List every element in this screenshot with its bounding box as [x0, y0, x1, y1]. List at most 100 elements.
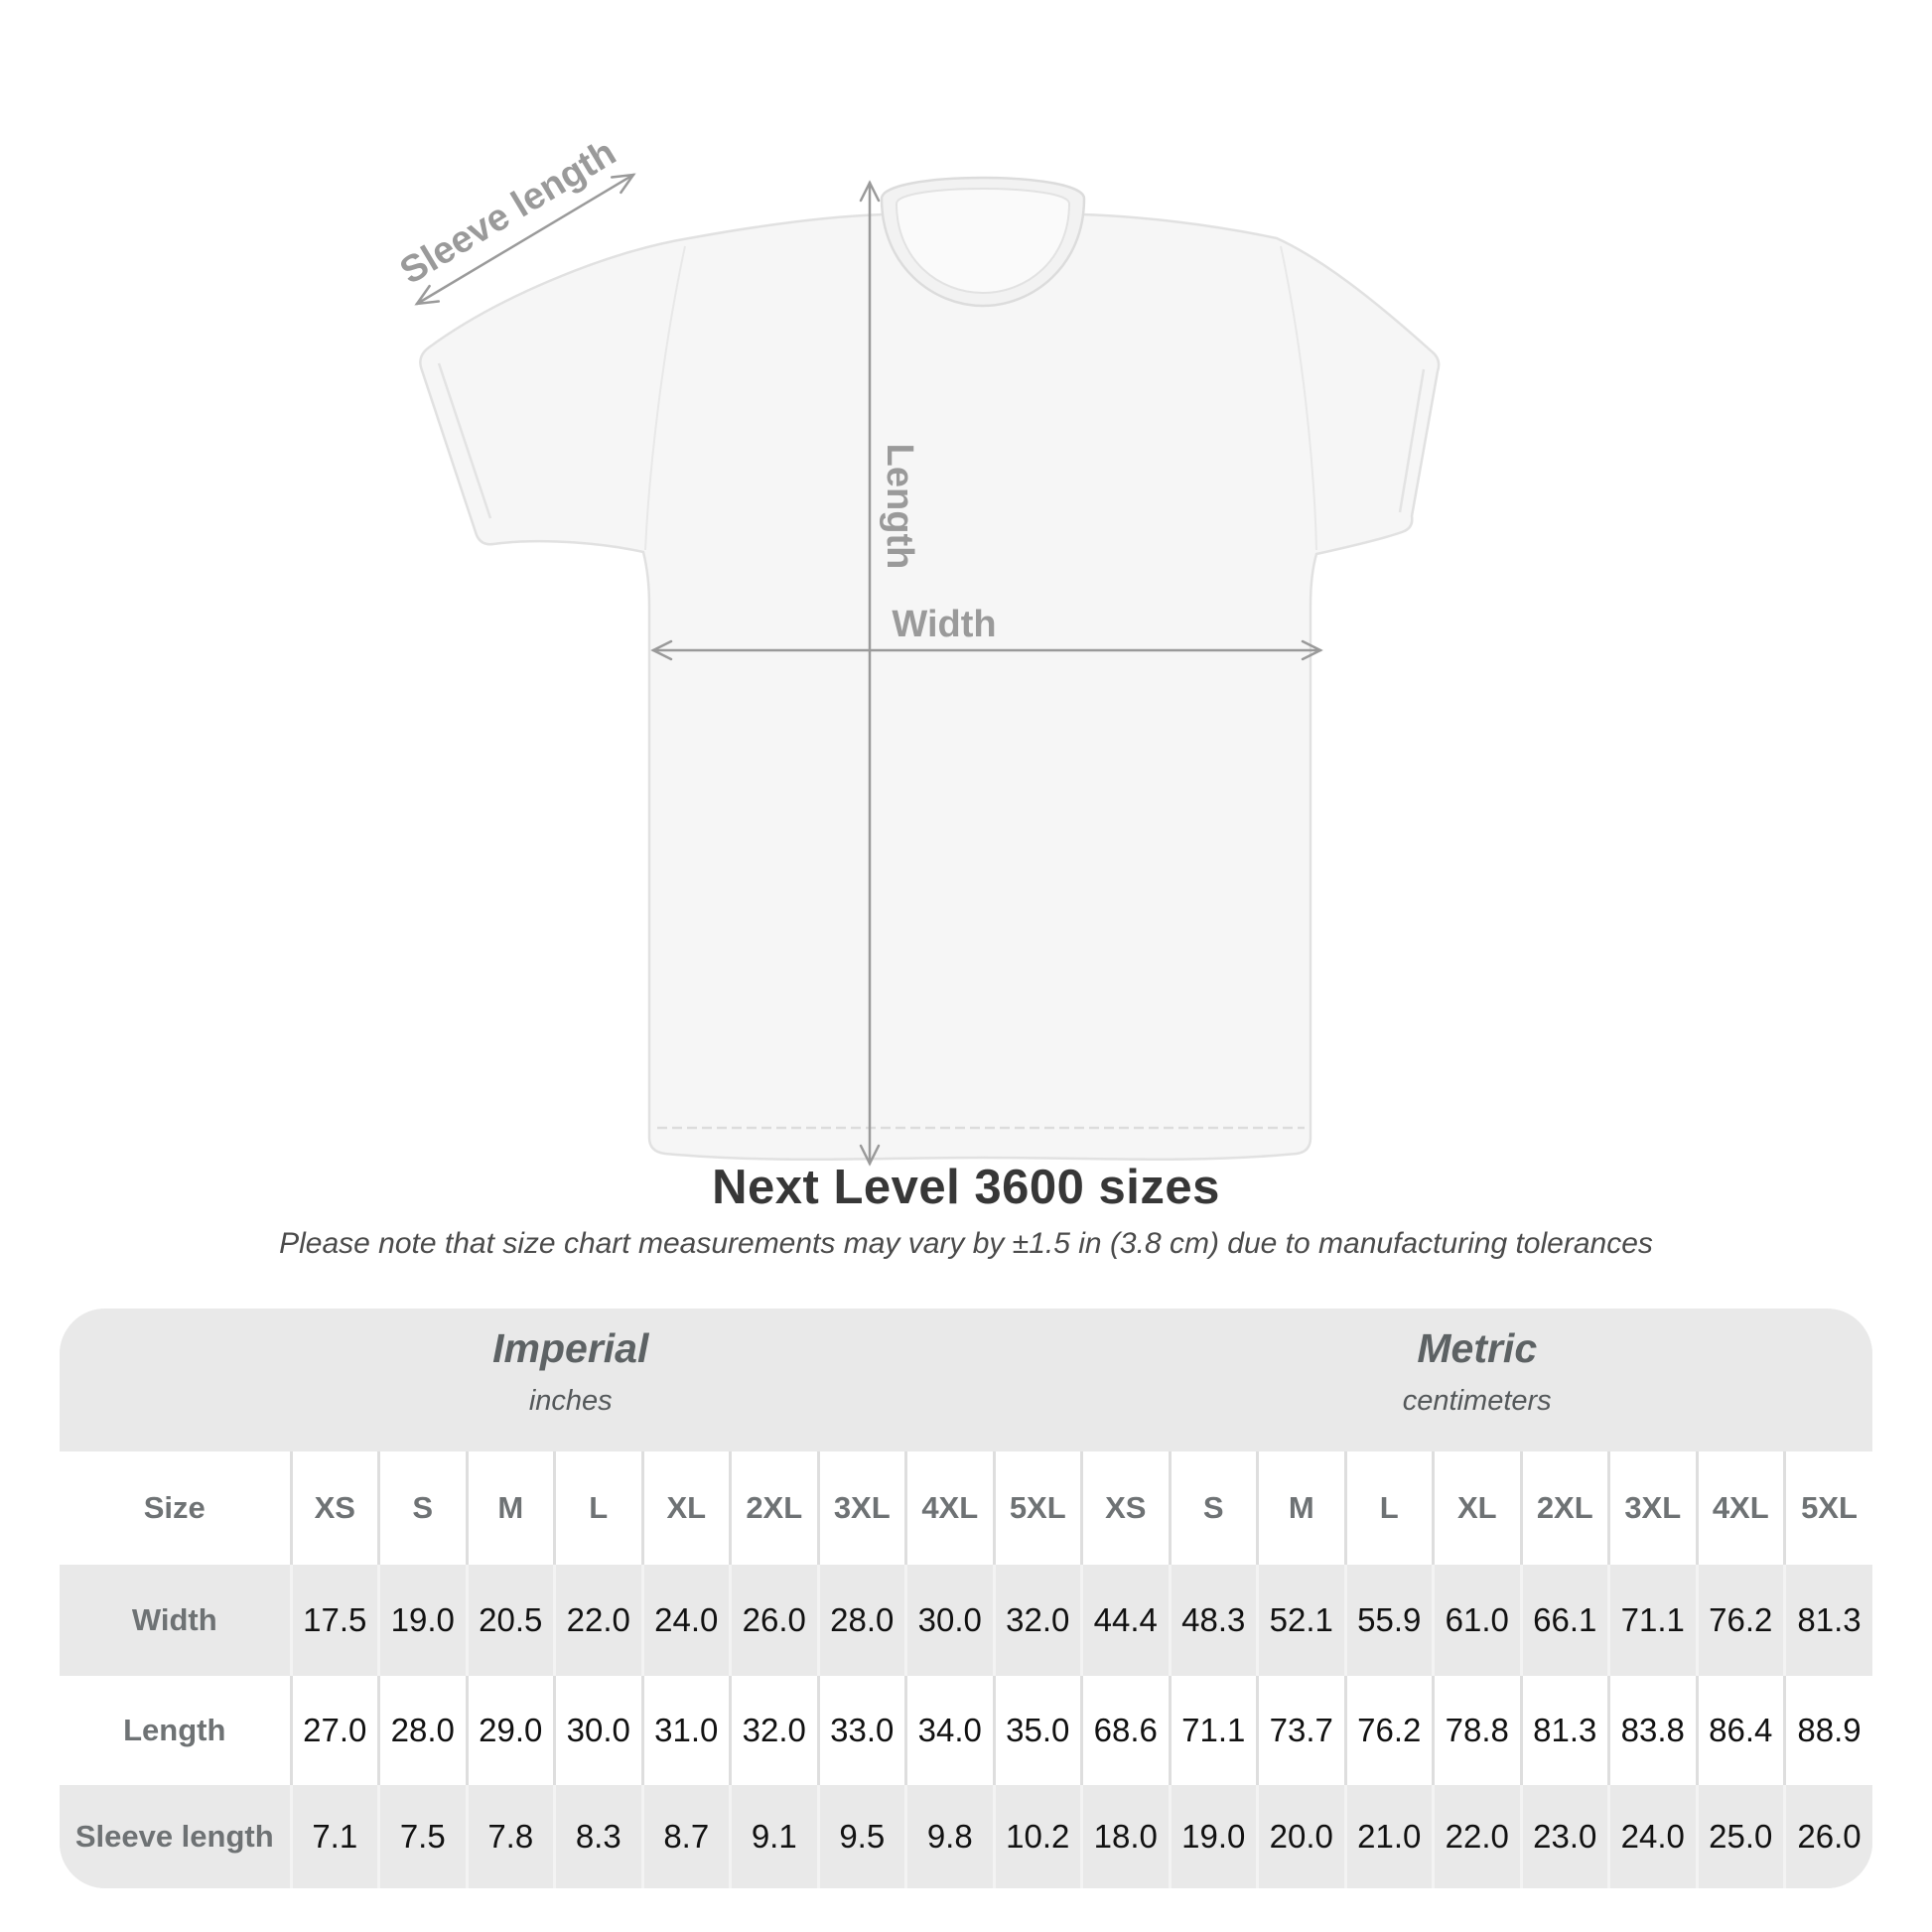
imperial-label: Imperial [492, 1324, 649, 1371]
size-col-header: 3XL [1607, 1451, 1697, 1565]
length-value: 83.8 [1607, 1676, 1697, 1785]
tshirt-measurement-diagram: Sleeve length Length Width [393, 132, 1441, 1167]
sleeve-value: 26.0 [1783, 1785, 1872, 1888]
size-col-header: 5XL [992, 1451, 1082, 1565]
size-col-header: XL [1432, 1451, 1521, 1565]
length-value: 35.0 [992, 1676, 1082, 1785]
page-title: Next Level 3600 sizes [712, 1161, 1220, 1214]
unit-group-header-row: Imperial inches Metric centimeters [60, 1309, 1872, 1451]
length-value: 73.7 [1256, 1676, 1345, 1785]
width-row: Width 17.5 19.0 20.5 22.0 24.0 26.0 28.0… [60, 1565, 1872, 1676]
sleeve-value: 21.0 [1343, 1785, 1434, 1888]
size-col-header: XL [640, 1451, 731, 1565]
length-row-label: Length [123, 1713, 226, 1747]
width-value: 66.1 [1519, 1565, 1609, 1676]
length-value: 34.0 [904, 1676, 994, 1785]
width-label: Width [892, 604, 996, 645]
length-value: 29.0 [465, 1676, 555, 1785]
width-value: 28.0 [816, 1565, 906, 1676]
size-col-header: M [1256, 1451, 1345, 1565]
length-value: 33.0 [816, 1676, 906, 1785]
imperial-unit-label: inches [528, 1384, 613, 1417]
sleeve-value: 24.0 [1607, 1785, 1697, 1888]
size-table: Imperial inches Metric centimeters Size … [60, 1309, 1872, 1888]
sleeve-value: 7.8 [465, 1785, 555, 1888]
length-value: 76.2 [1343, 1676, 1434, 1785]
size-col-header: S [377, 1451, 467, 1565]
length-value: 81.3 [1519, 1676, 1609, 1785]
sleeve-value: 8.7 [640, 1785, 731, 1888]
sleeve-value: 10.2 [992, 1785, 1082, 1888]
sleeve-length-arrow [414, 173, 636, 306]
width-value: 55.9 [1343, 1565, 1434, 1676]
length-value: 30.0 [553, 1676, 642, 1785]
size-col-header: S [1168, 1451, 1258, 1565]
width-value: 48.3 [1168, 1565, 1258, 1676]
width-value: 26.0 [729, 1565, 818, 1676]
width-value: 30.0 [904, 1565, 994, 1676]
length-row: Length 27.0 28.0 29.0 30.0 31.0 32.0 33.… [60, 1676, 1872, 1785]
width-value: 22.0 [553, 1565, 642, 1676]
width-row-label: Width [131, 1602, 217, 1637]
sleeve-value: 18.0 [1080, 1785, 1170, 1888]
length-arrow [859, 180, 881, 1167]
width-value: 32.0 [992, 1565, 1082, 1676]
sleeve-value: 7.1 [289, 1785, 379, 1888]
size-col-header: M [465, 1451, 555, 1565]
length-value: 86.4 [1695, 1676, 1785, 1785]
tolerance-note: Please note that size chart measurements… [279, 1227, 1653, 1260]
left-sleeve-seam [644, 245, 686, 551]
length-value: 88.9 [1783, 1676, 1872, 1785]
size-col-header: L [553, 1451, 642, 1565]
width-value: 17.5 [289, 1565, 379, 1676]
sleeve-value: 9.1 [729, 1785, 818, 1888]
length-label: Length [879, 444, 920, 570]
sleeve-value: 8.3 [553, 1785, 642, 1888]
size-col-header: 4XL [904, 1451, 994, 1565]
sleeve-value: 9.5 [816, 1785, 906, 1888]
size-col-header: L [1343, 1451, 1434, 1565]
sleeve-value: 20.0 [1256, 1785, 1345, 1888]
imperial-group-header: Imperial inches [60, 1309, 1082, 1451]
right-sleeve-hem [1398, 368, 1426, 513]
length-value: 28.0 [377, 1676, 467, 1785]
measurement-annotations [414, 173, 1323, 1167]
sleeve-value: 19.0 [1168, 1785, 1258, 1888]
sleeve-value: 7.5 [377, 1785, 467, 1888]
collar-inner [895, 188, 1071, 295]
sleeve-value: 22.0 [1432, 1785, 1521, 1888]
width-value: 20.5 [465, 1565, 555, 1676]
size-col-header: 3XL [816, 1451, 906, 1565]
size-col-header: XS [289, 1451, 379, 1565]
right-sleeve-seam [1280, 245, 1317, 551]
width-value: 76.2 [1695, 1565, 1785, 1676]
length-value: 32.0 [729, 1676, 818, 1785]
metric-group-header: Metric centimeters [1082, 1309, 1873, 1451]
tshirt-illustration [419, 176, 1441, 1162]
left-sleeve-hem [437, 362, 492, 519]
width-value: 19.0 [377, 1565, 467, 1676]
length-value: 78.8 [1432, 1676, 1521, 1785]
width-value: 44.4 [1080, 1565, 1170, 1676]
width-arrow [650, 639, 1323, 661]
size-col-header: XS [1080, 1451, 1170, 1565]
size-chart-table: Imperial inches Metric centimeters Size … [60, 1309, 1872, 1888]
length-value: 31.0 [640, 1676, 731, 1785]
length-value: 71.1 [1168, 1676, 1258, 1785]
size-header-row: Size XS S M L XL 2XL 3XL 4XL 5XL XS S M … [60, 1451, 1872, 1565]
width-value: 24.0 [640, 1565, 731, 1676]
size-col-header: 2XL [1519, 1451, 1609, 1565]
width-value: 52.1 [1256, 1565, 1345, 1676]
sleeve-length-row: Sleeve length 7.1 7.5 7.8 8.3 8.7 9.1 9.… [60, 1785, 1872, 1888]
width-value: 61.0 [1432, 1565, 1521, 1676]
size-corner-label: Size [143, 1490, 206, 1525]
size-col-header: 2XL [729, 1451, 818, 1565]
tshirt-body [419, 212, 1441, 1162]
metric-label: Metric [1417, 1324, 1538, 1371]
sleeve-value: 9.8 [904, 1785, 994, 1888]
size-col-header: 4XL [1695, 1451, 1785, 1565]
width-value: 71.1 [1607, 1565, 1697, 1676]
length-value: 27.0 [289, 1676, 379, 1785]
metric-unit-label: centimeters [1402, 1384, 1552, 1417]
